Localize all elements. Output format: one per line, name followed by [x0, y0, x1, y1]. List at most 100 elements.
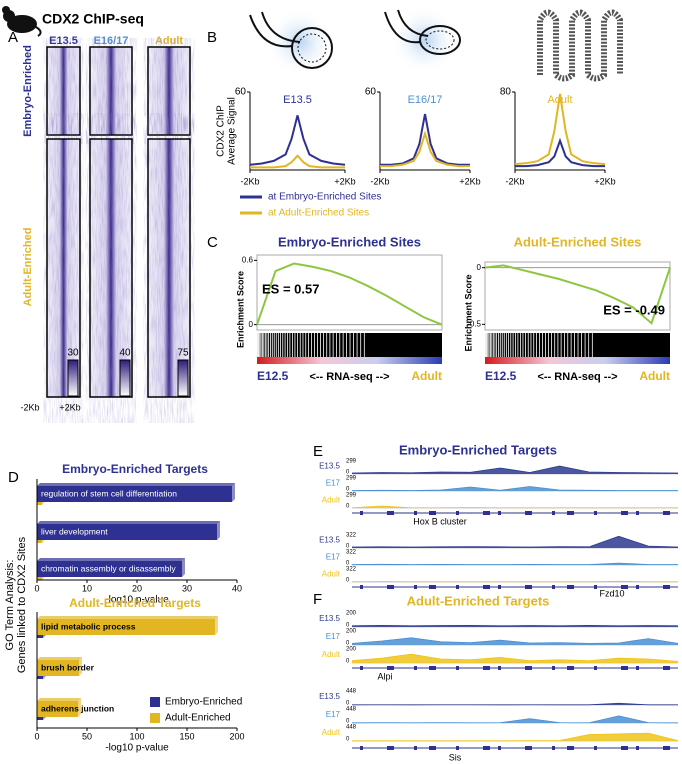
- enrichment-curve: [256, 262, 443, 326]
- track-name: E13.5: [319, 692, 340, 701]
- y-axis-label: Genes linked to CDX2 Sites: [16, 536, 28, 673]
- y-axis-label: Enrichment Score: [235, 271, 245, 348]
- legend-label: Embryo-Enriched: [165, 697, 242, 708]
- plot-frame: [484, 261, 671, 331]
- rank-gradient: [257, 357, 442, 364]
- profile-line: [515, 137, 605, 168]
- panel-label: C: [207, 234, 218, 251]
- figure-title: CDX2 ChIP-seq: [42, 11, 144, 27]
- category-label: adherens junction: [41, 703, 114, 713]
- legend-label: at Adult-Enriched Sites: [268, 208, 369, 219]
- color-scale-label: 40: [119, 348, 131, 359]
- track-scale-max: 299: [346, 459, 357, 465]
- gene-exon: [483, 585, 490, 589]
- x-tick-label: 200: [229, 731, 244, 741]
- gene-exon: [360, 746, 363, 750]
- gene-exon: [498, 746, 501, 750]
- gene-exon: [387, 511, 394, 515]
- bar-top: [37, 698, 81, 701]
- heatmap-texture: [90, 139, 132, 397]
- track-fill: [352, 637, 678, 645]
- track-scale-max: 322: [346, 533, 357, 539]
- gene-exon: [594, 666, 597, 670]
- x-axis-label: E12.5: [257, 369, 289, 383]
- color-scale: [177, 359, 189, 397]
- panel-title: Embryo-Enriched Targets: [399, 442, 557, 457]
- gene-exon: [621, 585, 628, 589]
- track-scale-min: 0: [346, 504, 350, 510]
- bar: [37, 619, 215, 635]
- gene-exon: [414, 511, 417, 515]
- gene-exon: [552, 585, 555, 589]
- gene-exon: [663, 585, 670, 589]
- track-signal: [351, 465, 679, 474]
- track-name: E13.5: [319, 536, 340, 545]
- heatmap-frame: [46, 46, 81, 136]
- gene-label: Alpi: [377, 671, 392, 681]
- heatmap-column-label: Adult: [155, 35, 183, 47]
- track-signal: [352, 732, 679, 742]
- gene-exon: [387, 746, 394, 750]
- gene-label: Fzd10: [599, 588, 624, 598]
- chart-title: Adult-Enriched Targets: [69, 596, 201, 610]
- profile-line: [514, 93, 606, 166]
- annotation: ES = -0.49: [603, 302, 665, 317]
- profile-line: [250, 154, 345, 169]
- track-signal: [351, 637, 679, 644]
- track-name: Adult: [322, 728, 341, 737]
- bar: [37, 660, 79, 676]
- gene-exon: [621, 511, 628, 515]
- y-tick-label: -0.5: [467, 319, 481, 328]
- gene-exon: [414, 746, 417, 750]
- bar-side: [232, 483, 235, 502]
- track-scale-min: 0: [346, 623, 350, 629]
- x-tick-label: -2Kb: [240, 176, 259, 186]
- y-tick-label: 60: [365, 87, 377, 98]
- heatmap-texture: [47, 139, 80, 397]
- bar-top: [37, 558, 185, 561]
- gene-exon: [636, 746, 639, 750]
- bar: [37, 561, 182, 577]
- gene-exon: [456, 585, 459, 589]
- x-axis-label: -log10 p-value: [105, 595, 169, 606]
- bar-top: [37, 521, 220, 524]
- track-scale-max: 448: [346, 689, 357, 695]
- gene-exon: [552, 666, 555, 670]
- plot-frame: [256, 254, 443, 331]
- y-tick-label: 60: [235, 87, 247, 98]
- gene-label: Sis: [449, 752, 462, 762]
- y-tick-label: 80: [500, 87, 512, 98]
- gene-exon: [567, 666, 574, 670]
- gene-exon: [429, 511, 436, 515]
- gene-exon: [414, 666, 417, 670]
- bar-side: [182, 558, 185, 577]
- heatmap-frame: [89, 46, 133, 136]
- gene-exon: [387, 585, 394, 589]
- track-fill: [352, 536, 678, 548]
- gene-exon: [594, 585, 597, 589]
- gene-exon: [525, 511, 532, 515]
- panel-label: A: [8, 29, 18, 46]
- color-scale-label: 30: [67, 348, 79, 359]
- gene-exon: [525, 585, 532, 589]
- x-axis-label: Adult: [639, 369, 670, 383]
- legend-swatch: [150, 713, 160, 723]
- heatmap-texture: [148, 47, 190, 135]
- heatmap-frame: [46, 138, 81, 398]
- profile-line: [380, 130, 470, 168]
- x-axis-label: <-- RNA-seq -->: [537, 371, 617, 383]
- x-tick-label: 50: [82, 731, 92, 741]
- legend-label: Adult-Enriched: [165, 713, 231, 724]
- track-scale-max: 200: [346, 629, 357, 635]
- track-scale-min: 0: [346, 737, 350, 743]
- track-name: E17: [326, 553, 341, 562]
- panel-title: Adult-Enriched Targets: [407, 593, 550, 608]
- track-signal: [351, 715, 679, 724]
- gene-exon: [567, 585, 574, 589]
- bar: [37, 486, 232, 502]
- bar-side: [215, 616, 218, 635]
- gene-exon: [360, 511, 363, 515]
- track-fill: [352, 733, 678, 741]
- chart-title: E13.5: [283, 94, 312, 106]
- track-scale-min: 0: [346, 470, 350, 476]
